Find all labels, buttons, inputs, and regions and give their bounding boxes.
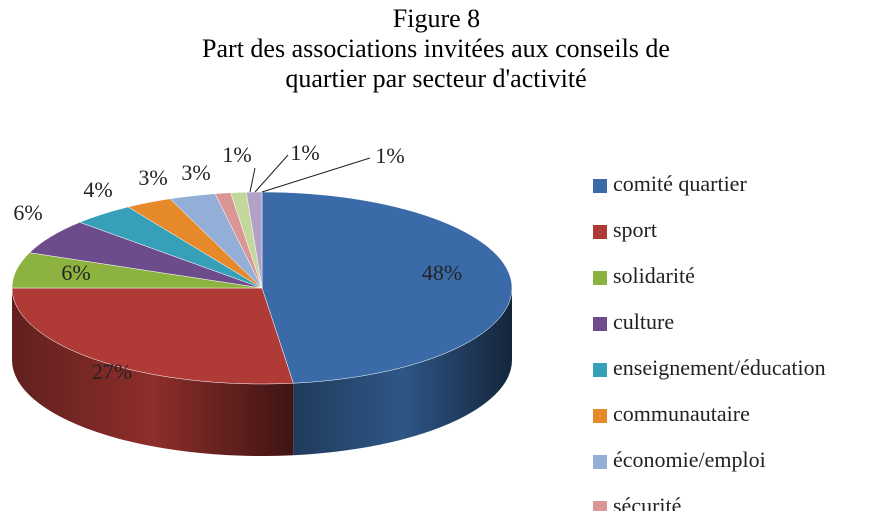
legend-swatch (593, 179, 607, 193)
slice (261, 191, 513, 384)
leader-line (249, 167, 256, 193)
data-label: 4% (83, 177, 112, 202)
data-label: 6% (61, 260, 90, 285)
legend-swatch (593, 455, 607, 469)
slice-side (12, 288, 294, 456)
slice (11, 287, 294, 385)
legend-swatch (593, 363, 607, 377)
slice (246, 191, 263, 289)
legend-label: économie/emploi (613, 447, 766, 472)
data-label: 1% (375, 143, 404, 168)
legend-label: sport (613, 217, 657, 242)
chart-subtitle: Part des associations invitées aux conse… (202, 34, 670, 93)
legend-label: enseignement/éducation (613, 355, 826, 380)
legend-label: comité quartier (613, 171, 747, 196)
legend-swatch (593, 225, 607, 239)
data-label: 3% (138, 165, 167, 190)
data-label: 48% (422, 260, 462, 285)
legend-swatch (593, 317, 607, 331)
legend-swatch (593, 271, 607, 285)
slice-side (293, 288, 512, 456)
legend-label: sécurité (613, 493, 681, 511)
legend-label: solidarité (613, 263, 695, 288)
leader-line (254, 154, 289, 193)
chart-title: Figure 8 (392, 4, 481, 33)
legend-label: culture (613, 309, 674, 334)
data-label: 1% (222, 142, 251, 167)
legend-label: communautaire (613, 401, 750, 426)
data-label: 3% (181, 160, 210, 185)
legend-swatch (593, 409, 607, 423)
legend-swatch (593, 501, 607, 511)
data-label: 6% (13, 200, 42, 225)
data-label: 27% (92, 359, 132, 384)
leader-line (261, 157, 371, 193)
data-label: 1% (290, 140, 319, 165)
